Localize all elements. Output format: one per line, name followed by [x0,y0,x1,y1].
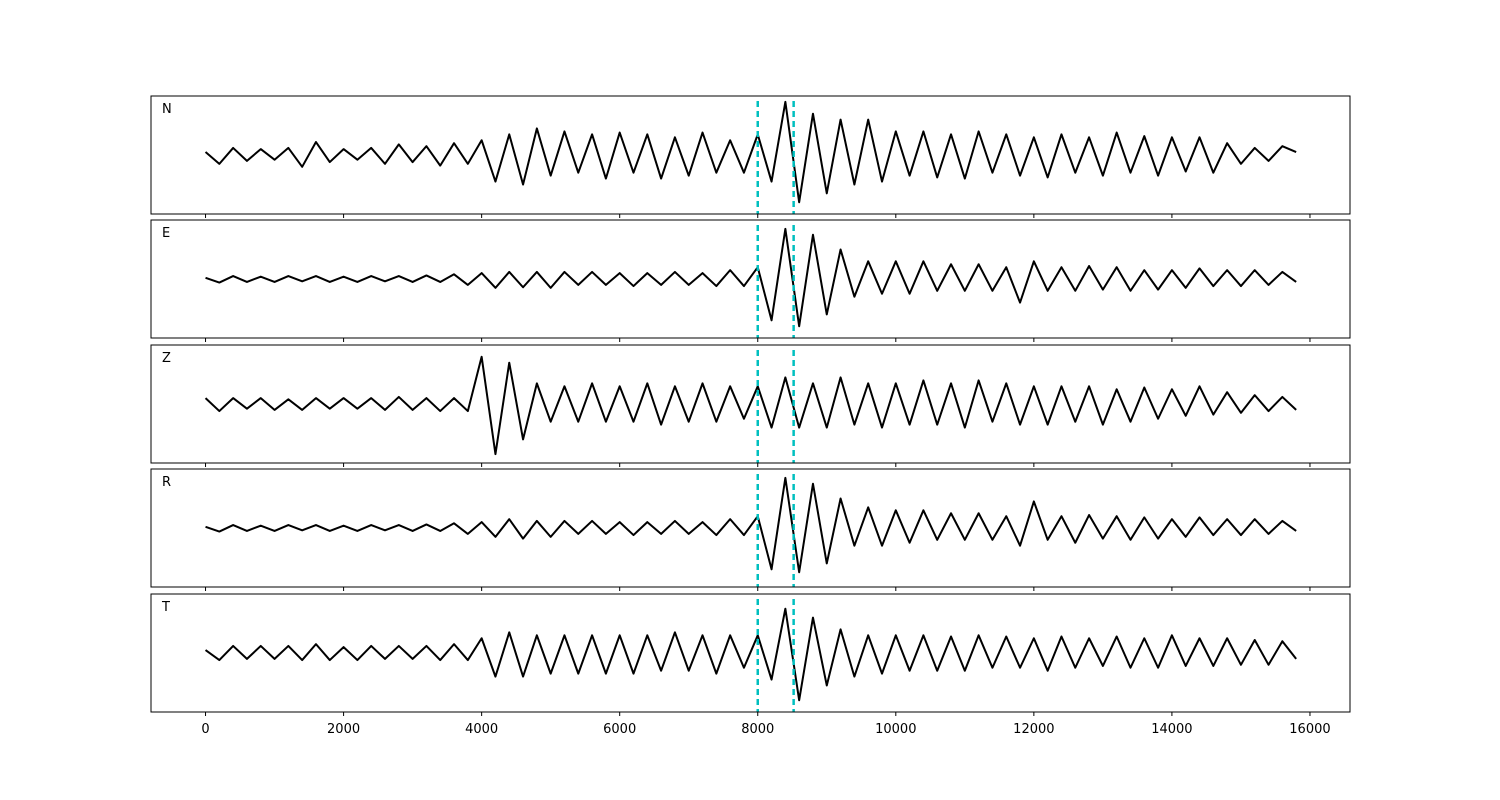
panel-label: N [162,102,172,117]
panel-label: R [162,475,171,490]
panel-frame [150,468,1351,588]
x-tick-label: 4000 [465,722,498,737]
trace [204,355,1297,456]
trace [205,476,1297,574]
panel-frame [150,219,1351,339]
x-tick-label: 0 [201,722,209,737]
panel-label: Z [162,351,171,366]
trace [205,227,1297,328]
trace [204,607,1297,702]
x-tick-label: 12000 [1013,722,1054,737]
x-tick-label: 10000 [875,722,916,737]
panel-frame [150,95,1351,215]
panel-frame [150,593,1351,713]
x-tick-label: 2000 [327,722,360,737]
x-tick-label: 14000 [1151,722,1192,737]
panel-label: E [162,226,170,241]
trace [204,100,1297,204]
x-tick-label: 8000 [741,722,774,737]
panel-frame [150,344,1351,464]
panel-label: T [161,600,170,615]
x-tick-label: 6000 [603,722,636,737]
x-tick-label: 16000 [1289,722,1330,737]
